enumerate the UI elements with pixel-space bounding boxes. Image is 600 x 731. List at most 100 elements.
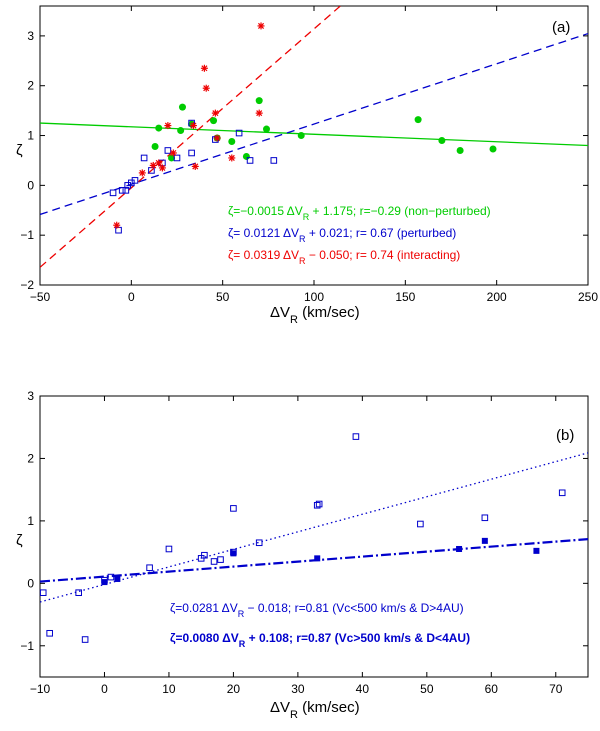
panel-a-point-1 bbox=[188, 149, 195, 157]
panel-b-point-0 bbox=[210, 558, 218, 565]
panel-b-label: (b) bbox=[556, 427, 574, 444]
panel-a-point-2 bbox=[158, 164, 166, 172]
panel-a-ytick-label: −1 bbox=[20, 228, 34, 242]
panel-a-point-0 bbox=[210, 117, 218, 125]
panel-b-point-1 bbox=[314, 555, 321, 562]
panel-a-point-0 bbox=[178, 103, 186, 111]
panel-a-point-2 bbox=[228, 154, 236, 162]
panel-b-xtick-label: 60 bbox=[485, 682, 499, 696]
panel-b-ytick-label: −1 bbox=[20, 639, 34, 653]
panel-b-xtick-label: −10 bbox=[30, 682, 51, 696]
panel-a-point-0 bbox=[228, 138, 236, 146]
panel-b-point-1 bbox=[114, 575, 121, 582]
panel-a-fit2-main: ζ= 0.0319 ΔV bbox=[228, 248, 299, 262]
panel-a-point-2 bbox=[149, 161, 157, 169]
panel-b-point-0 bbox=[75, 589, 82, 597]
panel-a-ylabel: ζ bbox=[16, 142, 23, 159]
panel-a-xtick-label: 150 bbox=[395, 290, 415, 304]
panel-b-point-0 bbox=[217, 556, 224, 563]
panel-b-ytick-label: 2 bbox=[27, 451, 34, 465]
panel-b-point-0 bbox=[230, 505, 237, 512]
panel-a-xlabel-main: ΔV bbox=[270, 304, 290, 321]
panel-a-point-0 bbox=[177, 127, 185, 135]
panel-a-point-2 bbox=[257, 22, 265, 30]
panel-a-point-2 bbox=[164, 122, 172, 130]
panel-a-point-0 bbox=[255, 97, 263, 105]
panel-a-point-2 bbox=[255, 109, 263, 117]
panel-b-fit1-sub: R bbox=[239, 639, 246, 649]
panel-a-xtick-label: 250 bbox=[578, 290, 598, 304]
panel-a-point-1 bbox=[173, 154, 181, 162]
panel-a-fit-label-1: ζ= 0.0121 ΔVR + 0.021; r= 0.67 (perturbe… bbox=[228, 226, 456, 244]
panel-a-fit2-sub: R bbox=[299, 256, 306, 266]
panel-b-xtick-label: 40 bbox=[356, 682, 370, 696]
panel-b-xlabel-sub: R bbox=[290, 709, 298, 721]
panel-a-point-2 bbox=[113, 221, 121, 229]
panel-a: (a) ζ ΔVR (km/sec) −50 0 50 100 150 200 250−2−… bbox=[16, 5, 598, 326]
panel-b-fit-line-vc-500-km-s-d-4au bbox=[40, 538, 588, 583]
panel-b-point-0 bbox=[81, 636, 89, 643]
panel-a-xlabel: ΔVR (km/sec) bbox=[270, 304, 360, 326]
panel-a-point-2 bbox=[211, 109, 219, 117]
panel-a-xtick-label: 0 bbox=[128, 290, 135, 304]
panel-b-xlabel-unit: (km/sec) bbox=[298, 699, 360, 716]
panel-b-point-0 bbox=[313, 501, 321, 509]
panel-a-fit1-sub: R bbox=[299, 234, 306, 244]
panel-a-point-0 bbox=[263, 125, 271, 133]
panel-a-fit2-rest: − 0.050; r= 0.74 (interacting) bbox=[306, 248, 461, 262]
panel-a-point-0 bbox=[242, 152, 250, 160]
panel-a-label: (a) bbox=[552, 19, 570, 36]
panel-b-xtick-label: 30 bbox=[291, 682, 305, 696]
panel-b-fit0-main: ζ=0.0281 ΔV bbox=[170, 601, 238, 615]
panel-a-point-1 bbox=[140, 154, 148, 162]
panel-b-point-0 bbox=[352, 433, 360, 440]
panel-b-xtick-label: 70 bbox=[549, 682, 563, 696]
panel-b-point-0 bbox=[417, 520, 424, 528]
panel-b-fit1-main: ζ=0.0080 ΔV bbox=[170, 631, 239, 645]
panel-a-point-0 bbox=[151, 142, 159, 150]
panel-b-point-0 bbox=[39, 589, 47, 597]
panel-b-ytick-label: 3 bbox=[27, 389, 34, 403]
panel-a-point-2 bbox=[155, 159, 163, 167]
panel-b-point-1 bbox=[230, 550, 237, 557]
panel-a-point-2 bbox=[189, 122, 197, 130]
panel-a-point-1 bbox=[118, 187, 126, 194]
panel-a-point-1 bbox=[246, 157, 254, 164]
panel-b-ylabel: ζ bbox=[16, 532, 23, 549]
panel-b-point-0 bbox=[46, 629, 53, 637]
panel-a-point-0 bbox=[489, 145, 497, 153]
panel-a-fit-line-interacting bbox=[40, 6, 342, 268]
panel-b-point-0 bbox=[146, 564, 153, 572]
panel-b-point-0 bbox=[558, 489, 566, 497]
panel-b-fit-line-vc-500-km-s-d-4au bbox=[40, 452, 588, 603]
panel-a-point-1 bbox=[164, 147, 172, 154]
panel-a-xtick-label: 50 bbox=[216, 290, 230, 304]
panel-a-fit-line-perturbed bbox=[40, 32, 588, 216]
panel-b-xlabel: ΔVR (km/sec) bbox=[270, 699, 360, 721]
panel-a-point-2 bbox=[202, 84, 210, 92]
panel-b-fit0-sub: R bbox=[238, 609, 245, 619]
panel-a-xtick-label: −50 bbox=[30, 290, 51, 304]
panel-a-point-2 bbox=[200, 64, 208, 72]
panel-b-ytick-label: 1 bbox=[27, 514, 34, 528]
panel-b-xlabel-main: ΔV bbox=[270, 699, 290, 716]
panel-b-fit1-rest: + 0.108; r=0.87 (Vc>500 km/s & D<4AU) bbox=[245, 631, 470, 645]
panel-b-point-0 bbox=[481, 514, 489, 522]
panel-b-xtick-label: 50 bbox=[420, 682, 434, 696]
panel-b-point-0 bbox=[165, 545, 173, 553]
panel-b: (b) ζ ΔVR (km/sec) −10 0 10 20 30 40 50 60 70−10… bbox=[16, 389, 589, 721]
panel-a-fit0-main: ζ=−0.0015 ΔV bbox=[228, 204, 303, 218]
panel-b-xtick-label: 20 bbox=[227, 682, 241, 696]
panel-b-point-1 bbox=[481, 537, 488, 544]
panel-b-ytick-label: 0 bbox=[27, 576, 34, 590]
panel-b-point-1 bbox=[101, 579, 108, 586]
panel-b-fit-label-1: ζ=0.0080 ΔVR + 0.108; r=0.87 (Vc>500 km/… bbox=[170, 631, 470, 649]
panel-a-point-2 bbox=[191, 162, 199, 170]
panel-b-point-1 bbox=[456, 545, 463, 552]
panel-a-point-1 bbox=[109, 189, 117, 197]
panel-a-fit-label-0: ζ=−0.0015 ΔVR + 1.175; r=−0.29 (non−pert… bbox=[228, 204, 491, 222]
panel-a-point-2 bbox=[138, 169, 146, 177]
panel-a-fit0-sub: R bbox=[303, 212, 310, 222]
panel-a-point-1 bbox=[235, 129, 243, 137]
